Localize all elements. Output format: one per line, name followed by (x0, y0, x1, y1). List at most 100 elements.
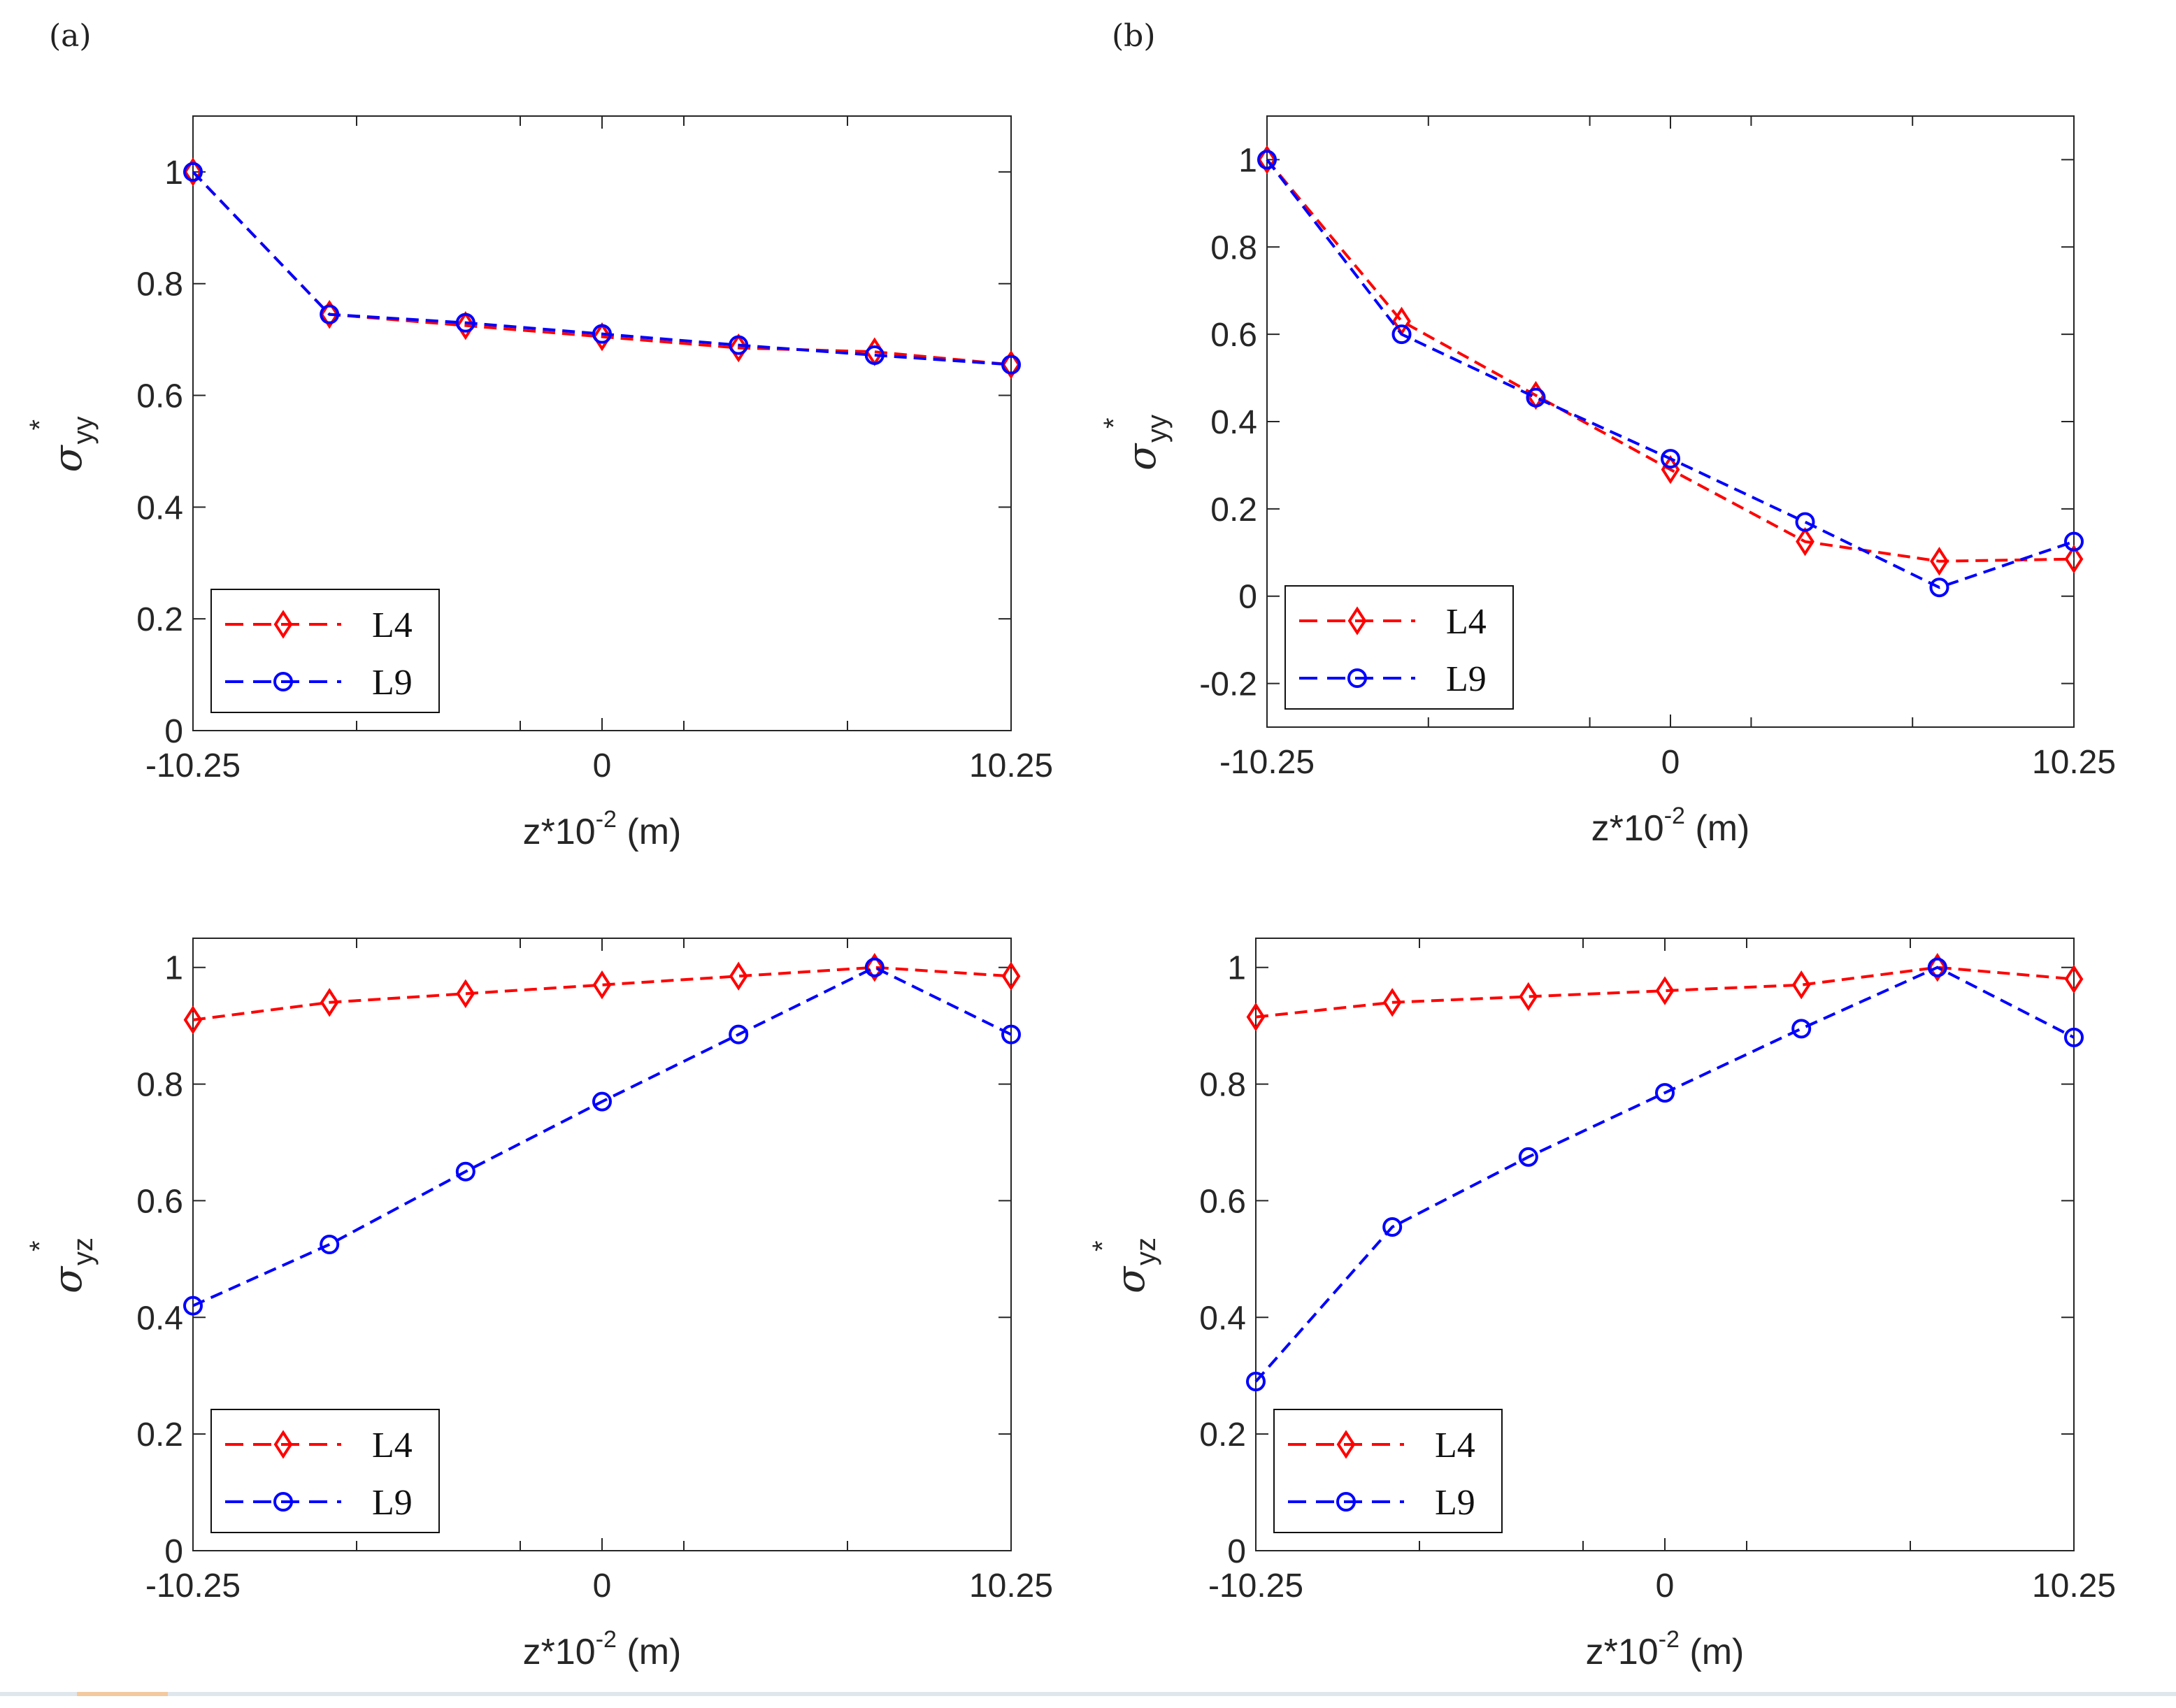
y-tick-label: 1 (1238, 142, 1257, 179)
legend-box (210, 1409, 440, 1533)
y-axis-label: σyz * (1087, 1237, 1161, 1293)
series-line-L4 (1266, 159, 2075, 563)
y-axis-label: σyy * (1098, 415, 1173, 471)
x-tick-label: 10.25 (2032, 1567, 2116, 1605)
data-point-L9 (864, 957, 885, 977)
series-L4 (183, 953, 1021, 1035)
legend-marker (273, 1430, 293, 1459)
y-tick-label: 0.2 (136, 1416, 183, 1454)
y-tick-label: 0.2 (1199, 1416, 1246, 1454)
data-point-L4 (2064, 964, 2084, 994)
data-point-L9 (1526, 387, 1546, 408)
y-tick-label: 0.2 (136, 601, 183, 638)
data-point-L4 (1246, 1002, 1266, 1032)
data-point-L4 (2064, 544, 2084, 574)
y-axis-label-sigma: σ (45, 445, 91, 473)
x-axis-label: z*10-2 (m) (1586, 1626, 1745, 1672)
x-tick-label: 10.25 (969, 1567, 1053, 1605)
y-tick-label: 1 (164, 950, 183, 987)
x-tick-label: 0 (1656, 1567, 1675, 1605)
legend-label: L4 (1435, 1426, 1475, 1465)
series-L9 (183, 957, 1021, 1316)
data-point-L9 (1257, 150, 1277, 170)
chart-b-top: -10.25 0 10.25 -0.2 0 0.2 0.4 0.6 0.8 1 z*10-2 (m)… (1098, 115, 2116, 849)
data-point-L4 (1655, 976, 1675, 1005)
legend-box (210, 589, 440, 713)
y-tick-label: 0 (1227, 1533, 1246, 1570)
series-L9 (1246, 957, 2084, 1392)
data-point-L4 (183, 1005, 203, 1035)
data-point-L9 (183, 1296, 203, 1316)
legend-box (1273, 1409, 1503, 1533)
legend-label: L9 (372, 1483, 413, 1523)
legend-marker (273, 1492, 293, 1512)
x-tick-label: 0 (593, 747, 612, 784)
data-point-L9 (455, 313, 475, 333)
y-tick-label: 0.8 (1210, 229, 1257, 266)
data-point-L9 (1518, 1147, 1538, 1167)
data-point-L9 (1001, 354, 1021, 375)
x-tick-label: 0 (1661, 744, 1680, 781)
y-axis-label-subscript: yy (68, 417, 99, 445)
y-axis-label-superscript: * (24, 1240, 55, 1251)
data-point-L9 (592, 324, 612, 344)
y-axis-label: σyz * (24, 1237, 99, 1293)
legend-item-L9: L9 (225, 1483, 413, 1523)
data-point-L4 (865, 953, 885, 982)
legend-item-L4: L4 (1299, 602, 1487, 642)
x-axis-label: z*10-2 (m) (1591, 803, 1750, 849)
data-point-L4 (1257, 145, 1277, 175)
x-tick-label: -10.25 (1219, 744, 1315, 781)
panel-label-a: (a) (49, 18, 92, 54)
legend-item-L9: L9 (225, 663, 413, 703)
x-tick-label: -10.25 (1208, 1567, 1303, 1605)
data-point-L9 (1001, 1024, 1021, 1045)
data-point-L9 (1927, 957, 1947, 977)
data-point-L9 (1661, 449, 1680, 469)
data-point-L9 (729, 335, 749, 355)
data-point-L9 (183, 162, 203, 182)
legend-item-L9: L9 (1288, 1483, 1475, 1523)
data-point-L4 (183, 157, 203, 187)
bottom-divider (0, 1692, 2176, 1696)
y-tick-label: 1 (164, 155, 183, 192)
legend-label: L4 (372, 605, 413, 645)
y-tick-label: 0.2 (1210, 491, 1257, 529)
data-point-L4 (1519, 982, 1538, 1012)
data-point-L4 (1930, 547, 1949, 576)
data-point-L4 (1928, 953, 1947, 982)
legend-item-L4: L4 (1288, 1426, 1475, 1465)
y-tick-label: 1 (1227, 950, 1246, 987)
legend-label: L4 (1446, 602, 1487, 642)
y-tick-label: 0 (164, 713, 183, 750)
panel-label-b: (b) (1112, 18, 1156, 54)
y-tick-label: -0.2 (1199, 666, 1257, 703)
data-point-L4 (456, 979, 475, 1008)
x-tick-label: 10.25 (2032, 744, 2116, 781)
y-axis-label-sigma: σ (1119, 443, 1165, 471)
y-tick-label: 0.6 (136, 1183, 183, 1220)
data-point-L4 (729, 333, 748, 363)
y-tick-label: 0.8 (136, 266, 183, 303)
legend-marker (273, 610, 293, 639)
legend-marker (273, 672, 293, 691)
data-point-L9 (729, 1024, 749, 1045)
data-point-L4 (320, 299, 339, 329)
legend-marker (1347, 668, 1367, 688)
data-point-L9 (1391, 324, 1412, 345)
series-line-L9 (192, 171, 1012, 366)
y-tick-label: 0.6 (1210, 317, 1257, 354)
y-tick-label: 0.6 (136, 378, 183, 415)
series-L9 (183, 162, 1021, 375)
data-point-L9 (1246, 1372, 1266, 1392)
data-point-L4 (592, 322, 612, 352)
legend-item-L9: L9 (1299, 659, 1487, 699)
data-point-L4 (1001, 350, 1021, 380)
x-axis-label: z*10-2 (m) (523, 1626, 682, 1672)
y-axis-label-superscript: * (1087, 1240, 1118, 1251)
